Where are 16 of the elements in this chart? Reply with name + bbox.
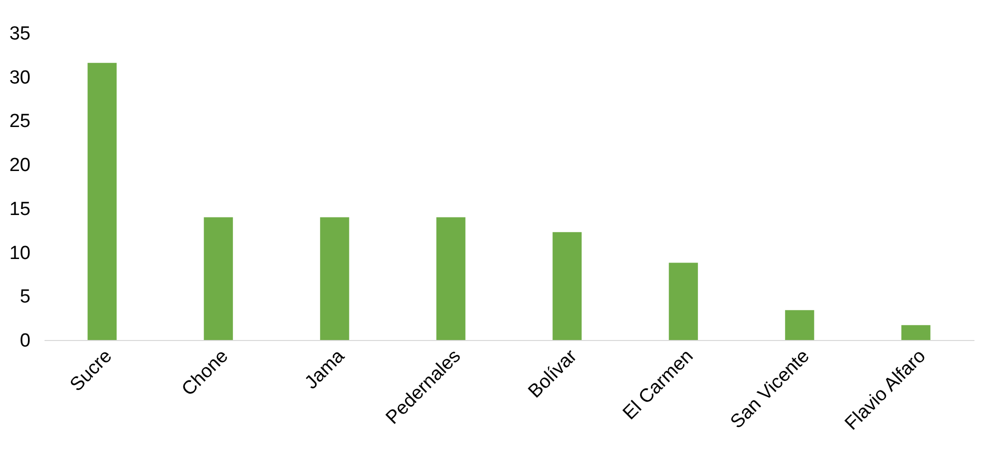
bar	[785, 310, 814, 340]
y-tick-label: 20	[9, 155, 30, 176]
bar	[320, 217, 350, 340]
y-tick-label: 25	[9, 111, 30, 132]
bar	[436, 217, 466, 340]
y-tick-label: 35	[9, 24, 30, 44]
y-tick-label: 15	[9, 198, 30, 220]
bar	[204, 217, 233, 340]
y-tick-label: 10	[9, 242, 30, 264]
bar	[88, 62, 117, 340]
y-tick-label: 0	[20, 330, 30, 352]
bar	[901, 325, 930, 340]
bar	[552, 232, 582, 340]
bar	[668, 262, 698, 340]
y-tick-label: 30	[9, 67, 30, 88]
y-tick-label: 5	[20, 286, 30, 308]
